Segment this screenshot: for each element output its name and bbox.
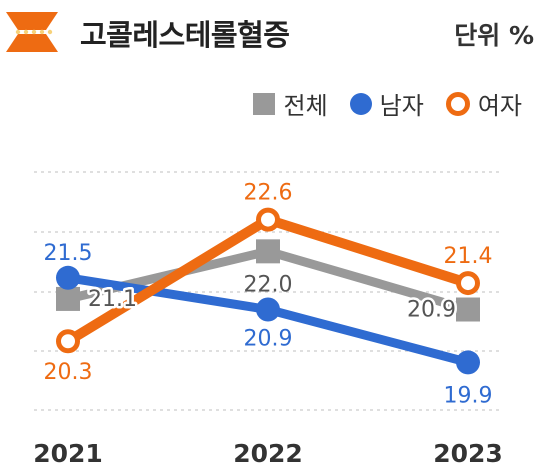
data-point-dot <box>256 297 280 322</box>
data-label: 19.9 <box>444 383 493 408</box>
data-point-ring <box>56 329 80 354</box>
data-point-ring <box>456 271 480 296</box>
legend-square-marker <box>253 92 276 115</box>
legend-ring-marker <box>445 91 470 116</box>
data-label: 21.4 <box>444 244 493 269</box>
data-label: 22.6 <box>244 181 293 206</box>
data-point-ring <box>256 207 280 232</box>
data-point-square <box>456 297 480 322</box>
data-point-square <box>56 286 80 311</box>
data-point-dot <box>456 350 480 375</box>
legend-dot-marker <box>349 92 372 115</box>
x-tick-label: 2022 <box>233 439 303 468</box>
data-point-square <box>256 239 280 264</box>
data-label: 20.3 <box>44 360 93 385</box>
data-label: 21.5 <box>44 241 93 266</box>
legend-label-total: 전체 <box>283 92 328 120</box>
data-point-dot <box>56 265 80 290</box>
x-tick-label: 2023 <box>433 439 503 468</box>
legend-item-male: 남자 <box>349 86 424 121</box>
data-label: 21.1 <box>88 287 137 312</box>
legend-item-female: 여자 <box>445 86 522 121</box>
legend-label-female: 여자 <box>477 92 522 120</box>
legend: 전체 남자 여자 <box>253 86 522 121</box>
chart-title: 고콜레스테롤혈증 <box>80 18 290 52</box>
hourglass-icon <box>4 10 60 54</box>
unit-label: 단위 % <box>454 21 534 50</box>
data-label: 20.9 <box>244 327 293 352</box>
data-label: 22.0 <box>244 272 293 297</box>
legend-label-male: 남자 <box>379 92 424 120</box>
x-tick-label: 2021 <box>33 439 103 468</box>
legend-item-total: 전체 <box>253 86 328 121</box>
data-label: 20.9 <box>407 298 456 323</box>
